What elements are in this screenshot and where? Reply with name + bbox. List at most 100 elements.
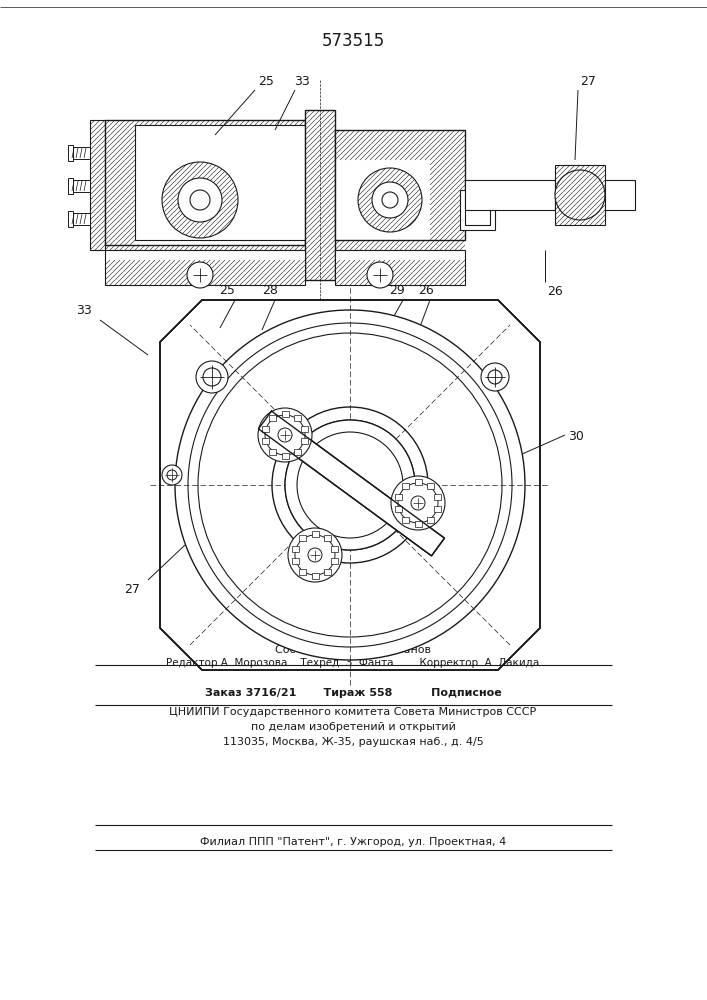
Circle shape: [203, 368, 221, 386]
Bar: [299, 535, 306, 541]
Circle shape: [297, 432, 403, 538]
Bar: [395, 494, 402, 500]
Bar: [72, 147, 90, 159]
Bar: [427, 517, 434, 523]
Text: 26: 26: [547, 285, 563, 298]
Bar: [281, 411, 288, 417]
Bar: [414, 479, 421, 485]
Bar: [262, 438, 269, 444]
Text: 113035, Москва, Ж-35, раушская наб., д. 4/5: 113035, Москва, Ж-35, раушская наб., д. …: [223, 737, 484, 747]
Circle shape: [367, 262, 393, 288]
Text: 27: 27: [124, 583, 140, 596]
Bar: [324, 535, 331, 541]
Text: 26: 26: [418, 284, 434, 297]
Circle shape: [488, 370, 502, 384]
Circle shape: [198, 333, 502, 637]
Circle shape: [288, 528, 342, 582]
Text: 29: 29: [389, 284, 405, 297]
Text: 33: 33: [294, 75, 310, 88]
Circle shape: [178, 178, 222, 222]
Circle shape: [190, 190, 210, 210]
Bar: [299, 569, 306, 575]
Bar: [68, 211, 73, 227]
Circle shape: [295, 535, 335, 575]
Circle shape: [272, 407, 428, 563]
Text: по делам изобретений и открытий: по делам изобретений и открытий: [250, 722, 455, 732]
Circle shape: [285, 420, 415, 550]
Bar: [460, 190, 495, 230]
Circle shape: [188, 323, 512, 647]
Text: Заказ 3716/21       Тираж 558          Подписное: Заказ 3716/21 Тираж 558 Подписное: [204, 688, 501, 698]
Circle shape: [555, 170, 605, 220]
Bar: [294, 415, 301, 421]
Circle shape: [358, 168, 422, 232]
Bar: [555, 165, 605, 225]
Circle shape: [162, 465, 182, 485]
Text: 30: 30: [568, 430, 584, 444]
Bar: [312, 531, 318, 537]
Circle shape: [285, 420, 415, 550]
Bar: [291, 546, 298, 552]
Bar: [605, 180, 635, 210]
Bar: [72, 213, 90, 225]
Bar: [269, 415, 276, 421]
Bar: [414, 521, 421, 527]
Bar: [335, 250, 465, 285]
Circle shape: [323, 458, 377, 512]
Bar: [402, 483, 409, 489]
Bar: [135, 125, 305, 240]
Bar: [105, 250, 305, 285]
Text: 32: 32: [387, 608, 403, 621]
Circle shape: [398, 483, 438, 523]
Text: 25: 25: [258, 75, 274, 88]
Bar: [332, 546, 339, 552]
Bar: [105, 120, 305, 245]
Bar: [305, 110, 335, 280]
Circle shape: [265, 415, 305, 455]
Bar: [427, 483, 434, 489]
Bar: [90, 120, 105, 250]
Bar: [435, 506, 441, 512]
Circle shape: [308, 548, 322, 562]
Bar: [301, 426, 308, 432]
Circle shape: [175, 310, 525, 660]
Bar: [68, 178, 73, 194]
Circle shape: [481, 363, 509, 391]
Bar: [395, 506, 402, 512]
Text: 33: 33: [76, 304, 92, 317]
Bar: [262, 426, 269, 432]
Circle shape: [411, 496, 425, 510]
Bar: [269, 449, 276, 455]
Circle shape: [187, 262, 213, 288]
Circle shape: [167, 470, 177, 480]
Bar: [68, 145, 73, 161]
Bar: [312, 573, 318, 579]
Bar: [402, 517, 409, 523]
Bar: [324, 569, 331, 575]
Text: 28: 28: [262, 284, 278, 297]
Circle shape: [382, 192, 398, 208]
Polygon shape: [160, 300, 540, 670]
Circle shape: [162, 162, 238, 238]
Bar: [465, 195, 490, 225]
Bar: [435, 494, 441, 500]
Circle shape: [372, 182, 408, 218]
Bar: [291, 558, 298, 564]
Text: 25: 25: [219, 284, 235, 297]
Circle shape: [391, 476, 445, 530]
Bar: [294, 449, 301, 455]
Polygon shape: [259, 411, 445, 556]
Text: 27: 27: [580, 75, 596, 88]
Text: ЦНИИПИ Государственного комитета Совета Министров СССР: ЦНИИПИ Государственного комитета Совета …: [170, 707, 537, 717]
Circle shape: [278, 428, 292, 442]
Bar: [465, 180, 555, 210]
Bar: [332, 558, 339, 564]
Bar: [72, 180, 90, 192]
Circle shape: [258, 408, 312, 462]
Text: Редактор А. Морозова    Техред  З. Фанта        Корректор  А. Лакида: Редактор А. Морозова Техред З. Фанта Кор…: [166, 658, 539, 668]
Circle shape: [196, 361, 228, 393]
Bar: [281, 453, 288, 459]
Text: Фиг 4: Фиг 4: [331, 630, 375, 644]
Circle shape: [328, 463, 372, 507]
Text: 573515: 573515: [322, 32, 385, 50]
